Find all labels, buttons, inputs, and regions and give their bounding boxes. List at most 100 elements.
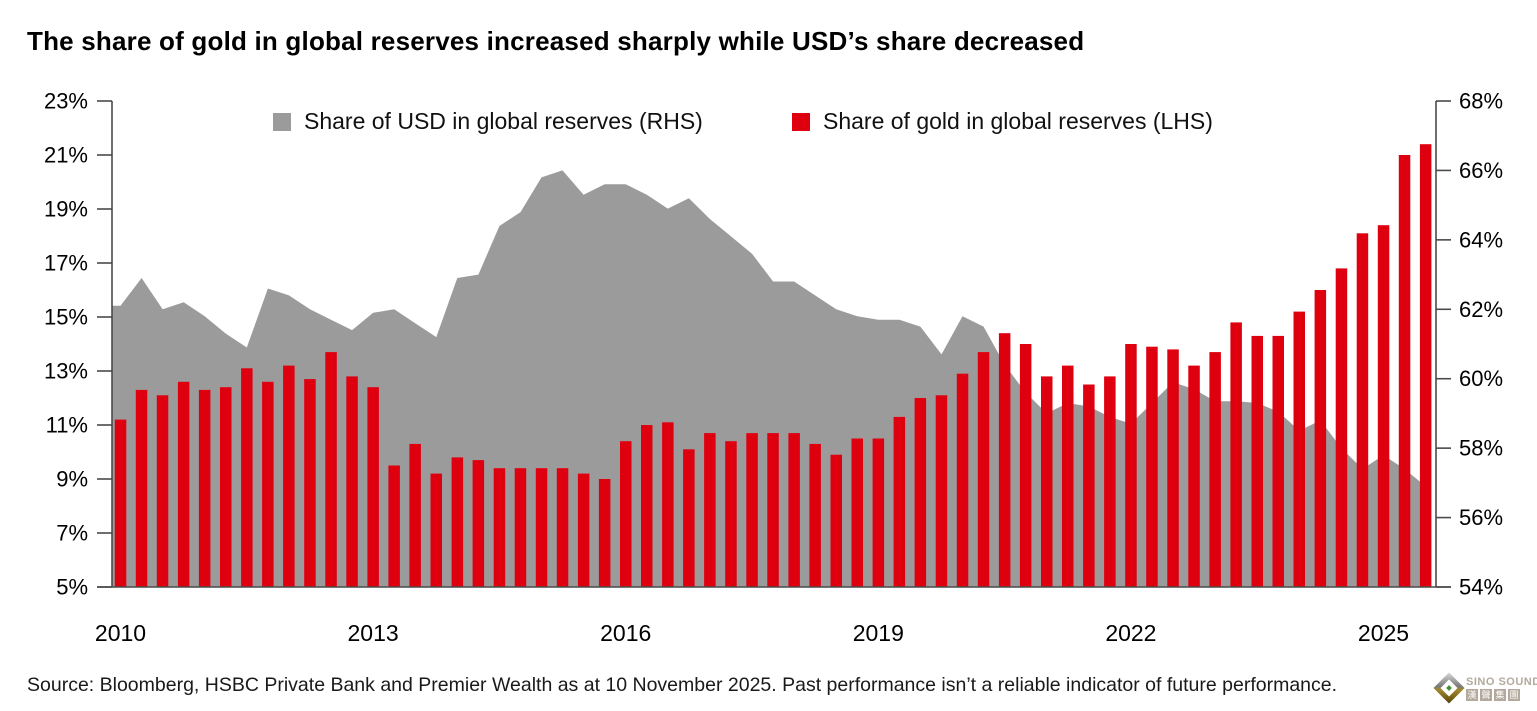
gold-bar-2013Q1 [367, 387, 379, 587]
gold-bar-2022Q4 [1188, 365, 1200, 587]
svg-text:19%: 19% [44, 197, 88, 222]
gold-bar-2012Q2 [304, 379, 316, 587]
svg-text:7%: 7% [56, 521, 88, 546]
svg-text:66%: 66% [1459, 158, 1503, 183]
gold-bar-2010Q1 [114, 419, 127, 587]
gold-bar-2011Q4 [262, 381, 274, 587]
source-note: Source: Bloomberg, HSBC Private Bank and… [27, 674, 1338, 696]
gold-bar-2023Q3 [1251, 335, 1263, 587]
gold-bar-2011Q2 [220, 387, 232, 587]
gold-bar-2018Q2 [809, 443, 821, 587]
gold-bar-2014Q2 [472, 460, 485, 587]
gold-bar-2016Q1 [620, 441, 632, 587]
svg-text:17%: 17% [44, 251, 88, 276]
gold-bar-2024Q4 [1356, 233, 1369, 588]
gold-bar-2015Q1 [535, 468, 548, 587]
svg-text:68%: 68% [1459, 89, 1503, 114]
gold-bar-2019Q4 [935, 395, 948, 587]
gold-bar-2017Q2 [725, 441, 737, 587]
gold-bar-2022Q1 [1125, 344, 1137, 587]
gold-bar-2025Q3 [1419, 144, 1432, 587]
gold-bar-2012Q4 [346, 376, 358, 587]
x-axis-labels: 2010 2013 2016 2019 2022 2025 [95, 620, 1409, 646]
gold-bar-2025Q2 [1398, 155, 1411, 587]
chart-canvas: 5% 7% 9% 11% 13% 15% 17% 19% 21% 23% 54% 56% 58% 60% 6… [44, 89, 1503, 647]
gold-bar-2012Q1 [283, 365, 295, 587]
sino-sound-logo: SINO SOUND 漢 聲 集 團 [1433, 668, 1537, 708]
svg-text:64%: 64% [1459, 227, 1503, 252]
legend-usd-label: Share of USD in global reserves (RHS) [304, 108, 703, 134]
gold-bar-2021Q1 [1041, 376, 1053, 587]
gold-bar-2017Q3 [746, 433, 758, 587]
gold-bar-2010Q4 [177, 381, 190, 587]
gold-bar-2012Q3 [325, 352, 337, 587]
svg-text:9%: 9% [56, 467, 88, 492]
legend-item-usd: Share of USD in global reserves (RHS) [273, 108, 703, 135]
axes [97, 101, 1451, 588]
gold-bar-2024Q3 [1335, 268, 1348, 587]
gold-bar-series [114, 144, 1432, 588]
gold-bar-2018Q1 [788, 433, 800, 587]
gold-bar-2022Q3 [1167, 349, 1179, 587]
svg-text:60%: 60% [1459, 366, 1503, 391]
gold-bar-2023Q4 [1272, 335, 1284, 587]
gold-bar-2021Q4 [1104, 376, 1116, 587]
gold-bar-2011Q3 [241, 368, 253, 587]
gold-bar-2016Q4 [683, 449, 695, 587]
gold-bar-2019Q3 [914, 398, 927, 587]
gold-bar-2017Q4 [767, 433, 779, 587]
svg-text:2025: 2025 [1358, 620, 1409, 646]
svg-text:2013: 2013 [348, 620, 399, 646]
logo-cjk: 漢 聲 集 團 [1466, 688, 1520, 701]
gold-bar-2024Q2 [1314, 290, 1327, 587]
gold-series-swatch-icon [792, 112, 810, 131]
gold-bar-2019Q2 [893, 416, 906, 587]
svg-text:2010: 2010 [95, 620, 146, 646]
legend: Share of USD in global reserves (RHS) Sh… [0, 108, 1537, 135]
logo-diamond-icon [1433, 672, 1465, 704]
gold-bar-2024Q1 [1293, 311, 1305, 587]
gold-bar-2016Q2 [641, 425, 653, 587]
svg-text:2016: 2016 [600, 620, 651, 646]
gold-bar-2014Q3 [493, 468, 506, 587]
svg-text:62%: 62% [1459, 297, 1503, 322]
gold-bar-2016Q3 [662, 422, 674, 587]
gold-bar-2013Q4 [430, 473, 442, 587]
svg-text:58%: 58% [1459, 436, 1503, 461]
legend-item-gold: Share of gold in global reserves (LHS) [792, 108, 1213, 135]
gold-bar-2015Q2 [556, 468, 569, 587]
gold-bar-2013Q3 [409, 443, 421, 587]
logo-name: SINO SOUND [1466, 675, 1537, 688]
gold-bar-2023Q1 [1209, 352, 1221, 587]
gold-bar-2020Q1 [956, 373, 969, 587]
gold-bar-2013Q2 [388, 465, 400, 587]
gold-bar-2025Q1 [1377, 225, 1390, 587]
gold-bar-2014Q4 [514, 468, 527, 587]
left-axis-ticks: 5% 7% 9% 11% 13% 15% 17% 19% 21% 23% [44, 89, 112, 600]
svg-text:2022: 2022 [1105, 620, 1156, 646]
gold-bar-2023Q2 [1230, 322, 1242, 587]
svg-text:5%: 5% [56, 575, 88, 600]
legend-gold-label: Share of gold in global reserves (LHS) [823, 108, 1213, 134]
gold-bar-2015Q4 [598, 479, 611, 587]
gold-bar-2018Q3 [830, 454, 842, 587]
gold-bar-2020Q3 [998, 333, 1011, 587]
gold-bar-2018Q4 [851, 438, 863, 587]
svg-text:21%: 21% [44, 143, 88, 168]
svg-text:11%: 11% [46, 413, 88, 438]
gold-bar-2014Q1 [451, 457, 464, 587]
gold-bar-2021Q3 [1083, 384, 1095, 587]
svg-text:13%: 13% [44, 359, 88, 384]
svg-text:15%: 15% [44, 305, 88, 330]
gold-bar-2020Q4 [1019, 344, 1032, 587]
gold-bar-2019Q1 [872, 438, 885, 587]
svg-text:23%: 23% [44, 89, 88, 114]
gold-bar-2010Q3 [156, 395, 169, 587]
gold-bar-2020Q2 [977, 352, 990, 587]
usd-series-swatch-icon [273, 112, 291, 131]
gold-bar-2022Q2 [1146, 346, 1158, 587]
svg-text:54%: 54% [1459, 575, 1503, 600]
chart-title: The share of gold in global reserves inc… [27, 26, 1085, 56]
gold-bar-2011Q1 [198, 389, 211, 587]
gold-bar-2017Q1 [704, 433, 716, 587]
